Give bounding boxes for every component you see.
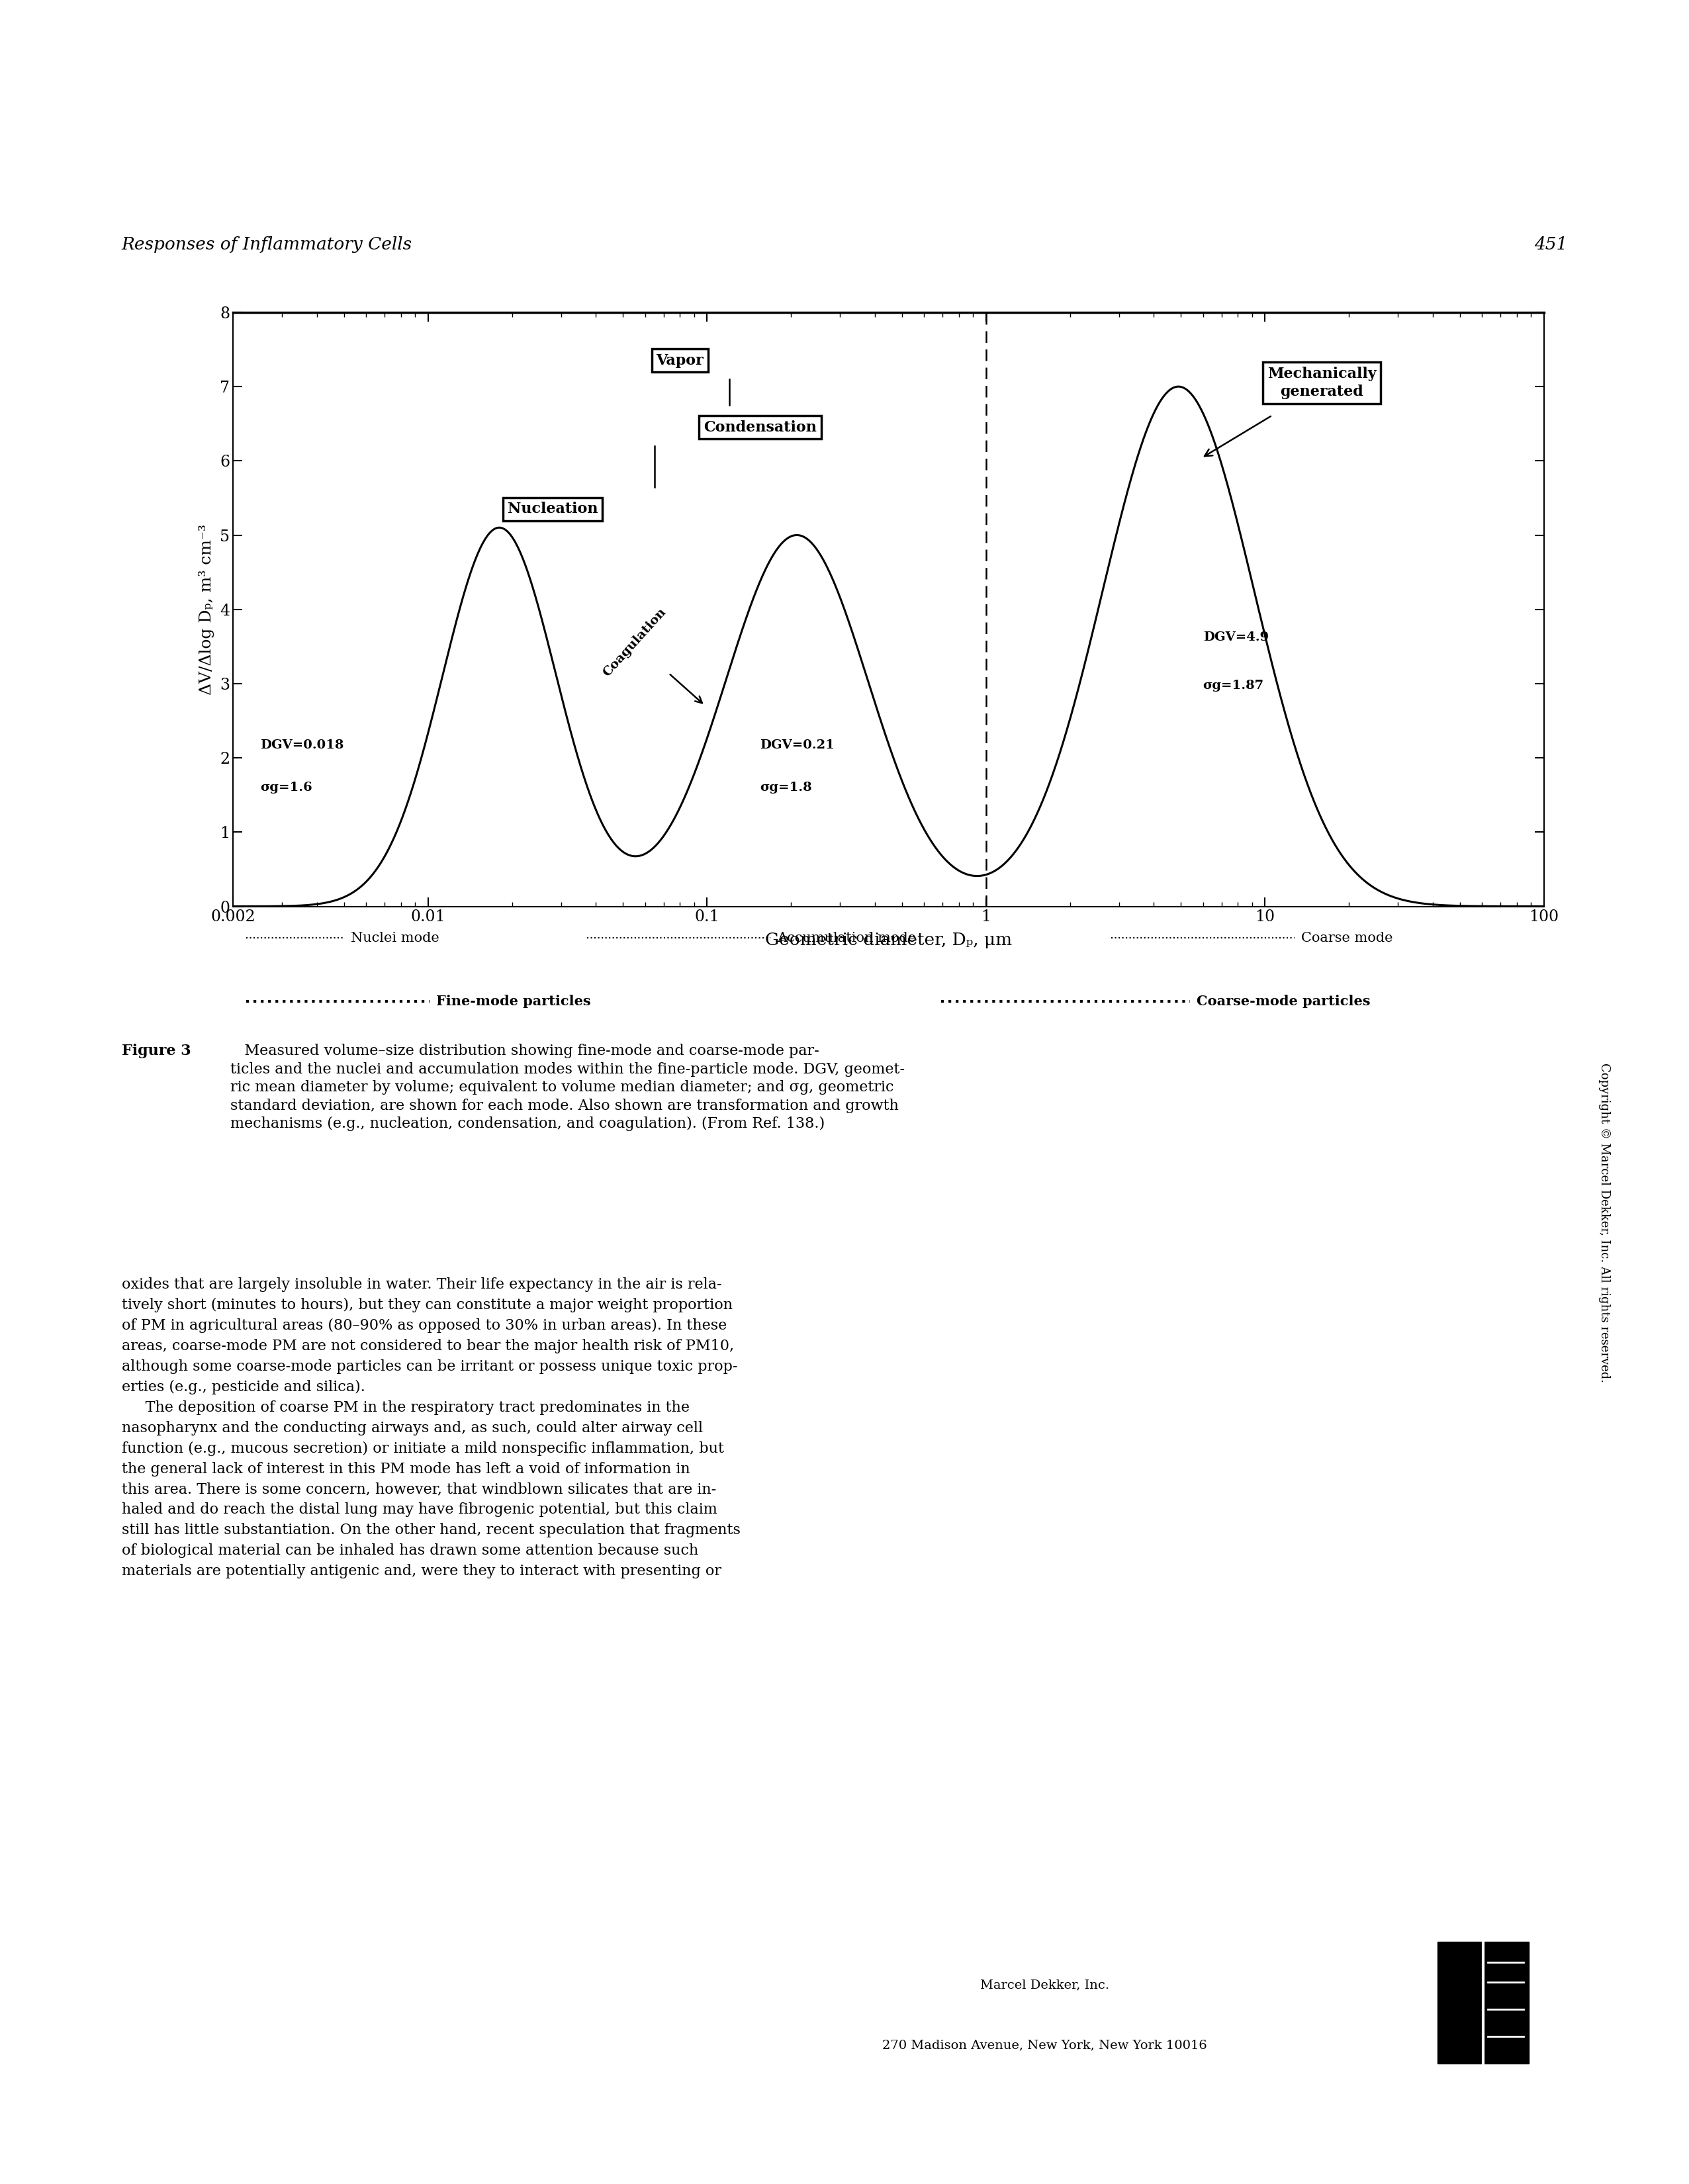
Text: Fine-mode particles: Fine-mode particles: [436, 996, 591, 1009]
Text: Nuclei mode: Nuclei mode: [351, 933, 439, 943]
X-axis label: Geometric diameter, Dₚ, μm: Geometric diameter, Dₚ, μm: [765, 933, 1012, 948]
Text: σg=1.8: σg=1.8: [760, 782, 812, 793]
Text: σg=1.6: σg=1.6: [260, 782, 312, 793]
Text: oxides that are largely insoluble in water. Their life expectancy in the air is : oxides that are largely insoluble in wat…: [122, 1278, 740, 1579]
Text: Vapor: Vapor: [657, 354, 704, 367]
Text: Coagulation: Coagulation: [601, 607, 703, 703]
Text: 270 Madison Avenue, New York, New York 10016: 270 Madison Avenue, New York, New York 1…: [882, 2040, 1208, 2051]
Text: Marcel Dekker, Inc.: Marcel Dekker, Inc.: [980, 1979, 1110, 1992]
Text: 451: 451: [1534, 236, 1567, 253]
Text: DGV=0.018: DGV=0.018: [260, 738, 345, 751]
Text: Accumulation mode: Accumulation mode: [777, 933, 915, 943]
Text: Coarse mode: Coarse mode: [1301, 933, 1393, 943]
Text: Figure 3: Figure 3: [122, 1044, 191, 1059]
Text: DGV=0.21: DGV=0.21: [760, 738, 834, 751]
Text: Measured volume–size distribution showing fine-mode and coarse-mode par-
ticles : Measured volume–size distribution showin…: [230, 1044, 905, 1131]
Text: σg=1.87: σg=1.87: [1203, 679, 1263, 692]
Text: Condensation: Condensation: [704, 419, 816, 435]
Text: Responses of Inflammatory Cells: Responses of Inflammatory Cells: [122, 236, 412, 253]
Text: Mechanically
generated: Mechanically generated: [1267, 367, 1377, 400]
Y-axis label: ΔV/Δlog Dₚ, m³ cm⁻³: ΔV/Δlog Dₚ, m³ cm⁻³: [198, 524, 215, 695]
Text: Copyright © Marcel Dekker, Inc. All rights reserved.: Copyright © Marcel Dekker, Inc. All righ…: [1598, 1064, 1611, 1382]
Text: DGV=4.9: DGV=4.9: [1203, 631, 1268, 644]
Text: Coarse-mode particles: Coarse-mode particles: [1196, 996, 1370, 1009]
Text: Nucleation: Nucleation: [508, 502, 598, 515]
Polygon shape: [1437, 1942, 1529, 2064]
